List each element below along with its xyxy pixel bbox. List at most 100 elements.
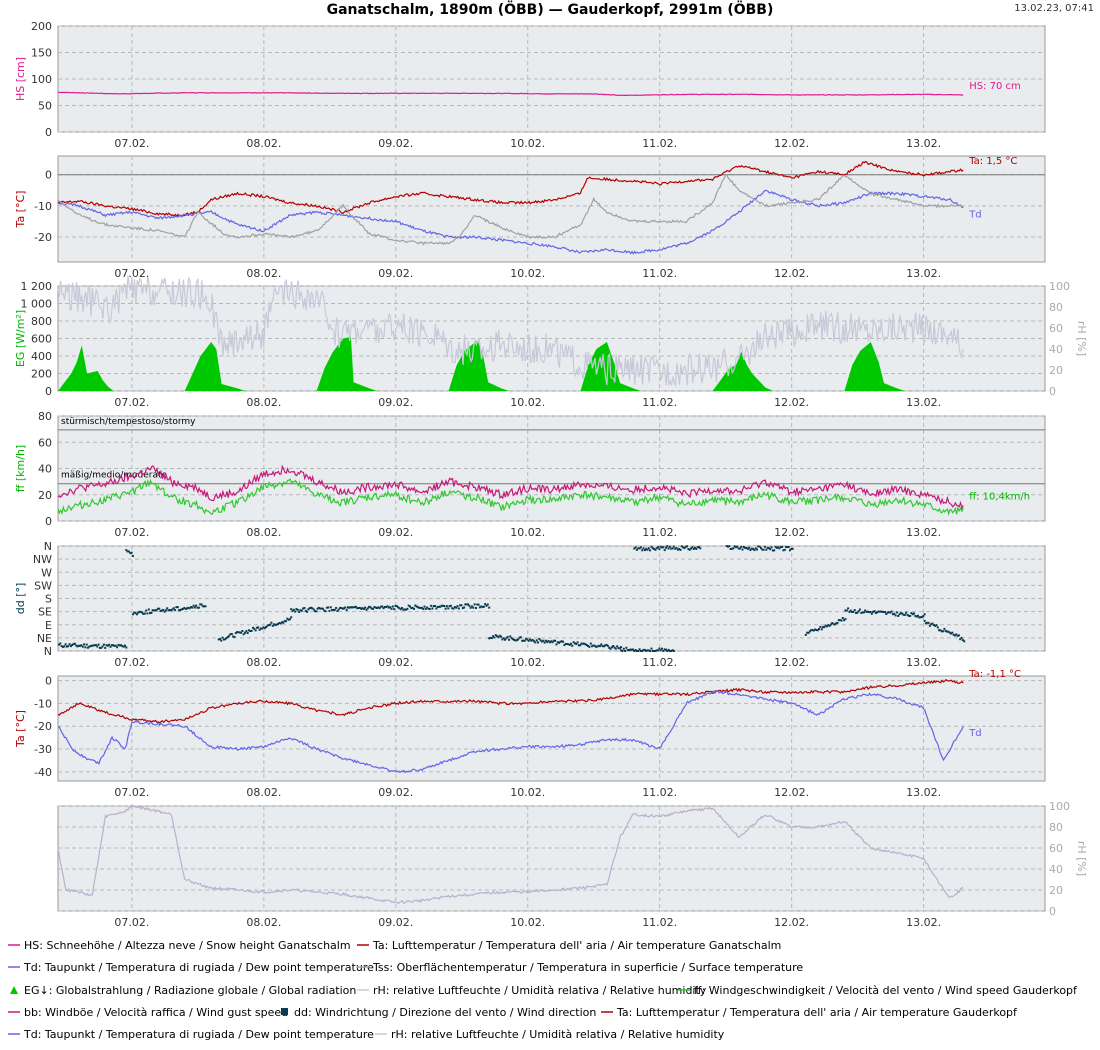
wind-direction-point bbox=[488, 637, 491, 640]
wind-direction-point bbox=[646, 548, 649, 551]
wind-direction-point bbox=[952, 633, 955, 636]
wind-direction-point bbox=[745, 546, 748, 549]
wind-direction-point bbox=[372, 607, 374, 610]
wind-direction-point bbox=[924, 622, 927, 625]
y-tick-label: SW bbox=[34, 579, 52, 592]
wind-direction-point bbox=[638, 547, 641, 550]
wind-direction-point bbox=[250, 629, 253, 632]
legend-label: Tss: Oberflächentemperatur / Temperatura… bbox=[372, 961, 803, 974]
wind-direction-point bbox=[515, 639, 518, 642]
wind-direction-point bbox=[526, 638, 529, 641]
wind-direction-point bbox=[583, 642, 586, 645]
wind-direction-point bbox=[201, 605, 204, 608]
wind-direction-point bbox=[162, 608, 165, 611]
wind-direction-point bbox=[166, 607, 169, 610]
wind-direction-point bbox=[555, 643, 558, 646]
wind-direction-point bbox=[430, 604, 433, 607]
wind-direction-point bbox=[303, 607, 306, 609]
x-tick-label: 10.02. bbox=[510, 267, 545, 280]
wind-direction-point bbox=[336, 610, 339, 612]
legend-label: Td: Taupunkt / Temperatura di rugiada / … bbox=[23, 961, 374, 974]
wind-direction-point bbox=[406, 607, 409, 610]
wind-direction-point bbox=[898, 613, 901, 616]
x-tick-label: 10.02. bbox=[510, 396, 545, 409]
wind-direction-point bbox=[493, 636, 496, 639]
wind-direction-point bbox=[638, 648, 641, 651]
wind-direction-point bbox=[179, 609, 182, 611]
legend-label: HS: Schneehöhe / Altezza neve / Snow hei… bbox=[24, 939, 351, 952]
wind-direction-point bbox=[345, 608, 348, 611]
wind-direction-point bbox=[286, 617, 289, 620]
wind-direction-point bbox=[468, 604, 471, 607]
wind-direction-point bbox=[655, 547, 658, 550]
wind-direction-point bbox=[505, 637, 508, 640]
wind-direction-point bbox=[339, 606, 342, 609]
wind-direction-point bbox=[394, 604, 397, 607]
wind-direction-point bbox=[943, 627, 946, 630]
wind-direction-point bbox=[431, 607, 434, 610]
wind-direction-point bbox=[625, 646, 628, 649]
wind-direction-point bbox=[643, 648, 646, 651]
wind-direction-point bbox=[811, 629, 814, 632]
wind-direction-point bbox=[390, 607, 393, 610]
wind-direction-point bbox=[377, 606, 380, 609]
wind-direction-point bbox=[571, 644, 574, 647]
legend-label: rH: relative Luftfeuchte / Umidità relat… bbox=[373, 984, 707, 997]
wind-direction-point bbox=[120, 644, 122, 647]
wind-direction-point bbox=[333, 608, 336, 611]
wind-direction-point bbox=[171, 608, 174, 611]
wind-direction-point bbox=[741, 548, 744, 551]
wind-direction-point bbox=[257, 626, 260, 629]
wind-direction-point bbox=[370, 607, 373, 610]
wind-direction-point bbox=[98, 646, 101, 649]
threshold-label: stürmisch/tempestoso/stormy bbox=[61, 417, 196, 427]
wind-direction-point bbox=[826, 625, 828, 628]
wind-direction-point bbox=[659, 545, 662, 548]
wind-direction-point bbox=[316, 607, 319, 610]
wind-direction-point bbox=[83, 643, 86, 646]
wind-direction-point bbox=[442, 604, 444, 607]
wind-direction-point bbox=[678, 547, 681, 550]
wind-direction-point bbox=[337, 608, 340, 611]
wind-direction-point bbox=[226, 636, 229, 638]
wind-direction-point bbox=[270, 621, 273, 624]
wind-direction-point bbox=[306, 610, 309, 613]
wind-direction-point bbox=[84, 646, 87, 649]
legend-marker bbox=[281, 1008, 288, 1015]
wind-direction-point bbox=[889, 611, 892, 614]
wind-direction-point bbox=[891, 613, 894, 616]
wind-direction-point bbox=[451, 607, 454, 610]
wind-direction-point bbox=[756, 548, 758, 551]
wind-direction-point bbox=[572, 641, 575, 644]
wind-direction-point bbox=[566, 643, 568, 645]
wind-direction-point bbox=[253, 627, 256, 630]
wind-direction-point bbox=[917, 614, 919, 617]
wind-direction-point bbox=[567, 643, 570, 646]
wind-direction-point bbox=[459, 604, 462, 607]
x-tick-label: 11.02. bbox=[642, 656, 677, 669]
wind-direction-point bbox=[233, 635, 236, 638]
y-tick-label: W bbox=[41, 566, 52, 579]
wind-direction-point bbox=[606, 644, 609, 647]
wind-direction-point bbox=[422, 608, 425, 610]
wind-direction-point bbox=[732, 547, 735, 550]
wind-direction-point bbox=[266, 624, 269, 627]
wind-direction-point bbox=[191, 606, 194, 609]
wind-direction-point bbox=[419, 607, 422, 609]
wind-direction-point bbox=[905, 611, 908, 614]
wind-direction-point bbox=[453, 606, 456, 609]
wind-direction-point bbox=[327, 606, 330, 609]
wind-direction-point bbox=[790, 548, 793, 550]
wind-direction-point bbox=[874, 612, 877, 614]
wind-direction-point bbox=[310, 606, 312, 609]
wind-direction-point bbox=[455, 606, 458, 609]
series-end-label: HS: 70 cm bbox=[969, 81, 1021, 92]
threshold-label: mäßig/medio/moderate bbox=[61, 471, 168, 481]
wind-direction-point bbox=[534, 641, 537, 644]
wind-direction-point bbox=[436, 606, 439, 608]
wind-direction-point bbox=[639, 650, 642, 652]
wind-direction-point bbox=[87, 646, 89, 649]
wind-direction-point bbox=[150, 611, 153, 614]
wind-direction-point bbox=[672, 650, 675, 652]
wind-direction-point bbox=[577, 644, 580, 647]
